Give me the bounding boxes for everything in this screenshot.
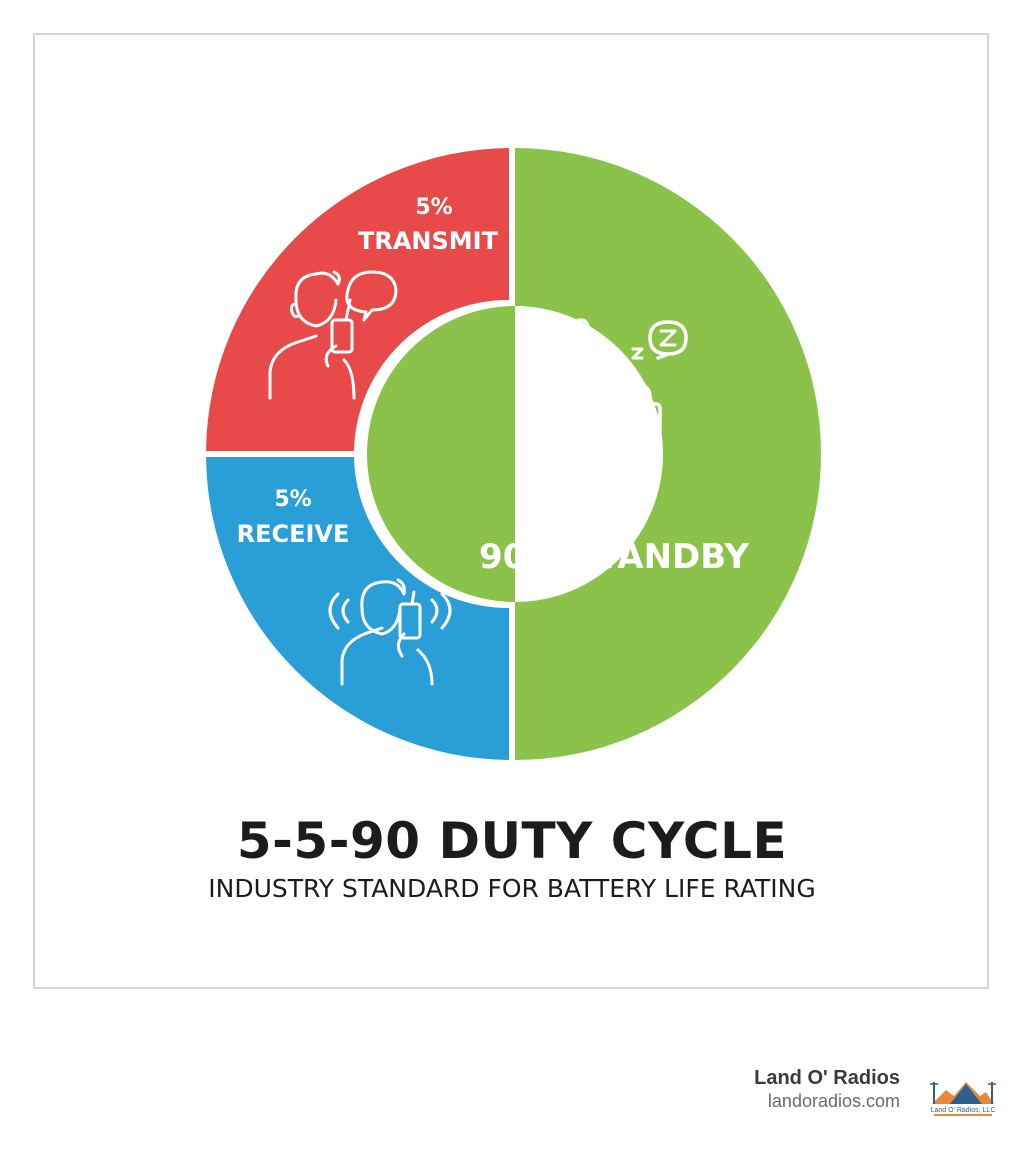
person-talking-radio-icon: [268, 270, 398, 400]
standby-slice: [515, 148, 821, 760]
person-listening-radio-icon: [328, 578, 452, 686]
sleeping-radio-icon: [563, 318, 688, 504]
standby-label: 90% STANDBY: [479, 537, 749, 577]
brand-block: Land O' Radios landoradios.com: [754, 1066, 900, 1112]
chart-subtitle: INDUSTRY STANDARD FOR BATTERY LIFE RATIN…: [208, 874, 816, 903]
radio-tower-mountain-logo: Land O' Radios, LLC: [930, 1082, 996, 1116]
receive-label: RECEIVE: [237, 520, 350, 548]
transmit-percent-label: 5%: [415, 195, 452, 220]
receive-percent-label: 5%: [274, 487, 311, 512]
brand-url: landoradios.com: [767, 1091, 900, 1111]
standby-inner-slice: [367, 306, 515, 602]
chart-title: 5-5-90 DUTY CYCLE: [236, 812, 788, 870]
transmit-label: TRANSMIT: [358, 227, 499, 255]
infographic-frame: [33, 33, 989, 989]
duty-cycle-chart: 5% TRANSMIT 5% RECEIVE 90% STANDBY: [206, 148, 821, 760]
transmit-slice: [206, 148, 509, 451]
brand-name: Land O' Radios: [754, 1067, 900, 1089]
logo-text: Land O' Radios, LLC: [931, 1107, 996, 1114]
chart-slices: [206, 148, 821, 760]
